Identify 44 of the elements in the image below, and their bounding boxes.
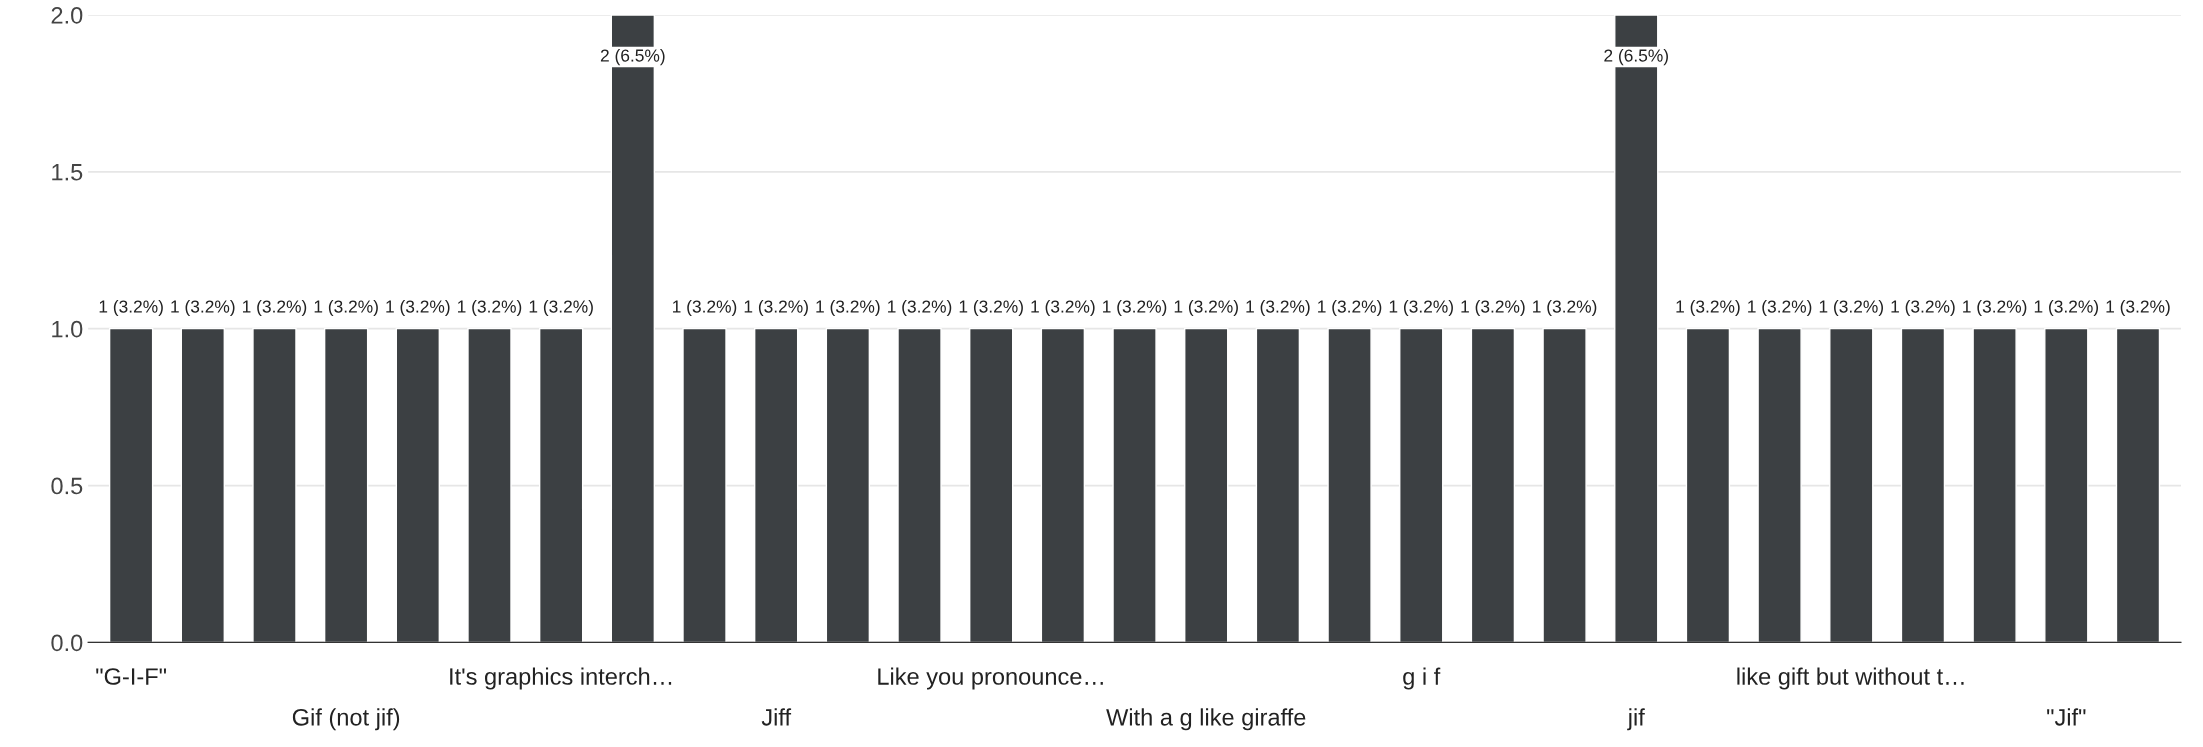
data-label: 1 (3.2%) xyxy=(1533,299,1597,317)
data-label: 1 (3.2%) xyxy=(1318,299,1382,317)
data-label: 1 (3.2%) xyxy=(1676,299,1740,317)
x-tick-label: Like you pronounce… xyxy=(878,667,1103,690)
data-label: 1 (3.2%) xyxy=(1174,299,1238,317)
x-tick-label: like gift but without t… xyxy=(1737,667,1964,690)
data-label: 1 (3.2%) xyxy=(171,299,235,317)
data-label: 1 (3.2%) xyxy=(1891,299,1955,317)
x-tick-label: With a g like giraffe xyxy=(1106,708,1306,731)
data-label: 1 (3.2%) xyxy=(1103,299,1167,317)
y-tick-label: 1.0 xyxy=(52,320,83,338)
data-label: 1 (3.2%) xyxy=(2106,299,2170,317)
x-tick-label: Gif (not jif) xyxy=(292,708,400,731)
y-tick-label: 1.5 xyxy=(52,164,83,181)
data-label: 1 (3.2%) xyxy=(529,299,593,317)
data-label: 1 (3.2%) xyxy=(314,299,378,317)
x-tick-label: jif xyxy=(1627,708,1645,731)
y-tick-label: 0.5 xyxy=(51,477,83,495)
x-tick-label: "Jif" xyxy=(2047,708,2086,726)
data-label: 1 (3.2%) xyxy=(1748,299,1812,317)
x-tick-label: "G-I-F" xyxy=(96,668,167,685)
data-label: 2 (6.5%) xyxy=(1604,48,1668,66)
data-label: 1 (3.2%) xyxy=(1819,299,1884,317)
data-label: 1 (3.2%) xyxy=(888,299,952,317)
x-tick-label: Jiff xyxy=(761,708,792,726)
y-tick-label: 0.0 xyxy=(51,634,83,652)
data-label: 1 (3.2%) xyxy=(1031,299,1095,317)
x-tick-label: g i f xyxy=(1403,667,1441,690)
y-tick-label: 2.0 xyxy=(51,7,83,24)
data-label: 1 (3.2%) xyxy=(1246,299,1310,317)
x-tick-label: It's graphics interch… xyxy=(450,667,672,690)
data-label: 1 (3.2%) xyxy=(242,299,307,317)
data-label: 1 (3.2%) xyxy=(386,299,450,317)
data-label: 1 (3.2%) xyxy=(2034,299,2099,317)
data-label: 1 (3.2%) xyxy=(1963,299,2027,317)
data-label: 1 (3.2%) xyxy=(458,299,522,317)
data-label: 1 (3.2%) xyxy=(1461,299,1525,317)
data-label: 1 (3.2%) xyxy=(99,299,163,317)
data-label: 1 (3.2%) xyxy=(1389,299,1453,317)
data-label: 1 (3.2%) xyxy=(744,299,808,317)
data-label: 1 (3.2%) xyxy=(816,299,880,317)
data-label: 1 (3.2%) xyxy=(673,299,737,317)
data-label: 1 (3.2%) xyxy=(959,299,1023,317)
data-label: 2 (6.5%) xyxy=(600,48,665,66)
